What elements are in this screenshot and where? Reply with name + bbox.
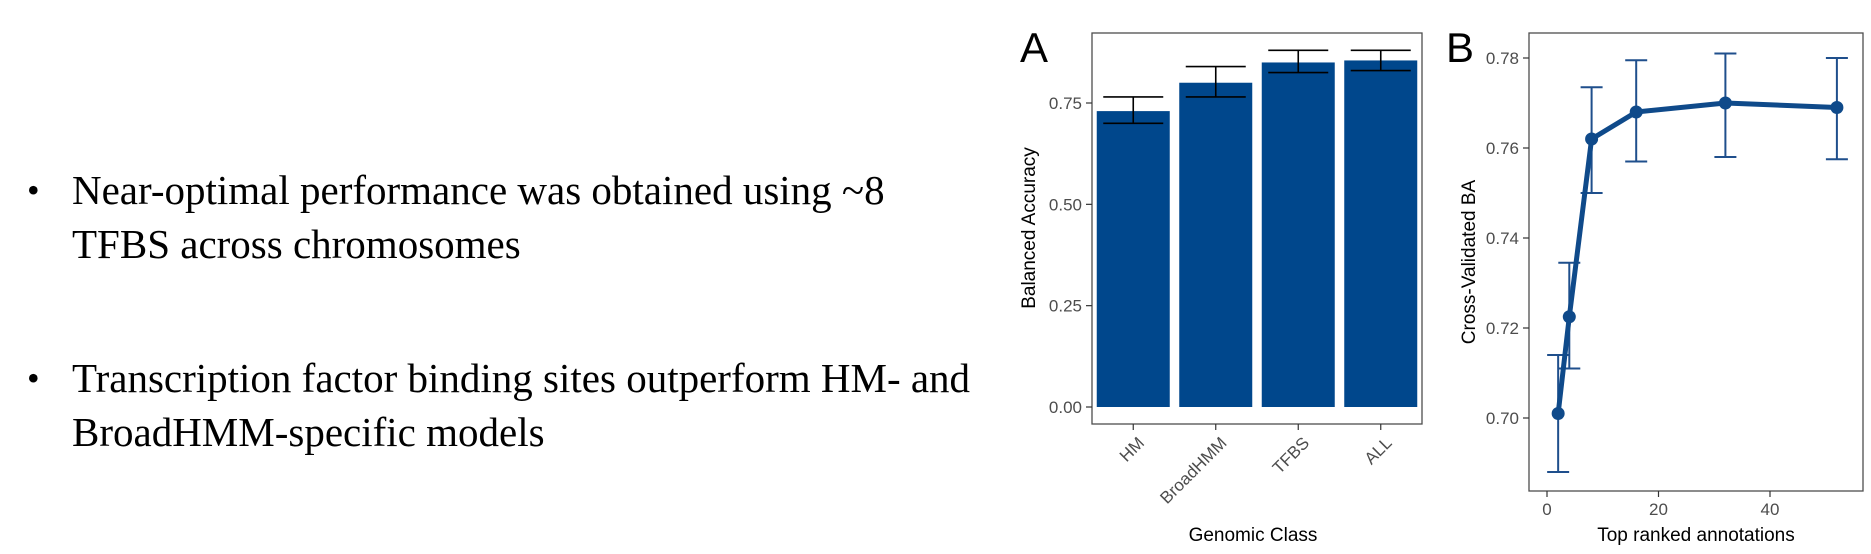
bullet-item: • Transcription factor binding sites out… [22, 351, 982, 459]
y-tick-label: 0.75 [1049, 94, 1082, 113]
data-point [1629, 105, 1643, 119]
x-axis-title-b: Top ranked annotations [1597, 525, 1795, 546]
x-tick-label: ALL [1361, 433, 1396, 468]
y-tick-label: 0.00 [1049, 398, 1082, 417]
chart-a: A 0.00 0.25 0.50 0.75 HM BroadHMM TFBS ALL Gen… [1019, 24, 1423, 546]
data-point [1585, 132, 1599, 146]
x-tick-label: 0 [1542, 500, 1551, 519]
y-tick-label: 0.78 [1486, 49, 1519, 68]
data-point [1830, 101, 1844, 114]
x-tick-label: 20 [1649, 500, 1668, 519]
bar [1344, 60, 1418, 407]
y-tick-label: 0.50 [1049, 195, 1082, 214]
bullet-text: Transcription factor binding sites outpe… [72, 355, 971, 455]
y-tick-label: 0.25 [1049, 297, 1082, 316]
bar [1179, 82, 1253, 407]
x-axis-title-a: Genomic Class [1189, 525, 1318, 546]
bullet-text: Near-optimal performance was obtained us… [72, 167, 885, 267]
y-axis-title-a: Balanced Accuracy [1019, 147, 1040, 309]
x-tick-label: 40 [1761, 500, 1780, 519]
bullet-dot-icon: • [27, 358, 40, 398]
x-tick-label: BroadHMM [1156, 433, 1230, 507]
bar [1096, 111, 1170, 408]
panel-label-b: B [1446, 24, 1474, 71]
x-tick-label: HM [1116, 433, 1148, 465]
y-tick-label: 0.74 [1486, 229, 1519, 248]
bar [1261, 62, 1335, 407]
plot-frame-b [1528, 32, 1864, 492]
y-tick-label: 0.76 [1486, 139, 1519, 158]
data-point [1562, 310, 1576, 324]
bullet-item: • Near-optimal performance was obtained … [22, 163, 982, 271]
y-tick-label: 0.72 [1486, 319, 1519, 338]
x-tick-label: TFBS [1269, 433, 1313, 477]
panel-label-a: A [1020, 24, 1048, 71]
bullet-list: • Near-optimal performance was obtained … [22, 163, 982, 459]
data-point [1551, 407, 1565, 420]
y-axis-title-b: Cross-Validated BA [1459, 179, 1480, 344]
bullet-dot-icon: • [27, 170, 40, 210]
chart-b: B 0.70 0.72 0.74 0.76 0.78 0 20 40 Top ranked … [1446, 24, 1864, 546]
plot-frame-a [1091, 32, 1423, 425]
data-point [1718, 96, 1732, 110]
y-tick-label: 0.70 [1486, 409, 1519, 428]
series-line [1555, 100, 1840, 416]
